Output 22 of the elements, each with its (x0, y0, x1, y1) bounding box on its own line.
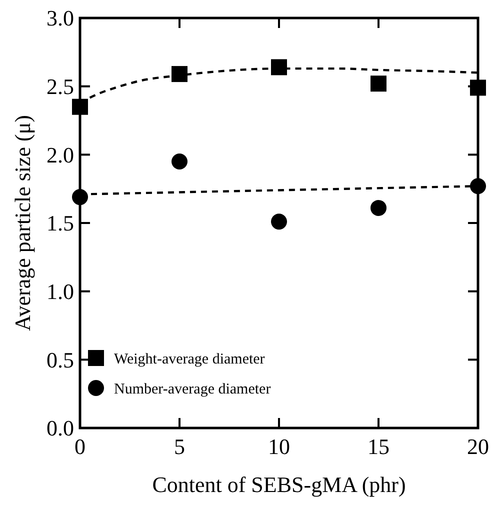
legend-label: Number-average diameter (114, 381, 271, 398)
point (172, 66, 188, 82)
x-tick-label: 10 (268, 434, 290, 459)
y-tick-label: 3.0 (46, 6, 74, 31)
point (172, 154, 188, 170)
legend-label: Weight-average diameter (114, 351, 265, 368)
y-tick-label: 1.0 (46, 279, 74, 304)
y-axis-title: Average particle size (μ) (10, 115, 35, 331)
x-tick-label: 5 (174, 434, 185, 459)
point (370, 76, 386, 92)
point (271, 59, 287, 76)
y-tick-label: 2.0 (46, 142, 74, 168)
x-axis-title: Content of SEBS-gMA (phr) (152, 472, 406, 497)
x-tick-label: 20 (467, 434, 489, 459)
y-tick-label: 2.5 (46, 74, 74, 100)
x-tick-label: 15 (368, 434, 390, 459)
point (271, 214, 287, 230)
y-tick-label: 0.5 (46, 347, 74, 372)
y-tick-label: 1.5 (46, 210, 74, 236)
y-tick-label: 0.0 (46, 416, 74, 441)
point (370, 200, 386, 216)
x-tick-label: 0 (74, 434, 86, 459)
